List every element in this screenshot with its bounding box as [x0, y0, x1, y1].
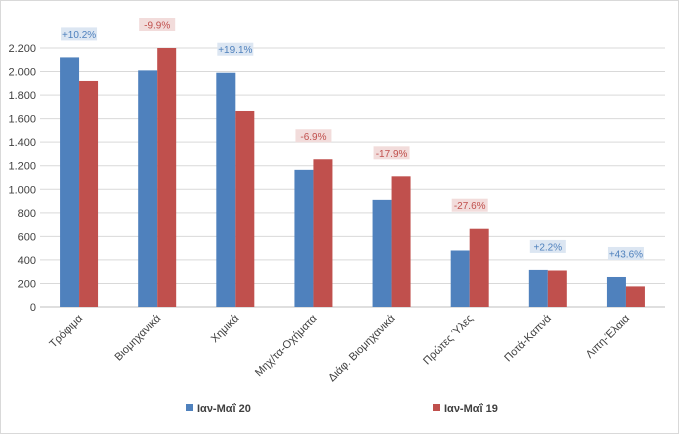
bar-series1: [528, 269, 548, 307]
bar-series1: [372, 199, 392, 307]
bar-series2: [157, 48, 177, 307]
bar-series1: [294, 169, 314, 307]
category-label: Χημικά: [209, 312, 242, 345]
bar-series2: [235, 110, 255, 307]
category-label: Βιομηχανικά: [112, 312, 163, 363]
y-tick-label: 0: [30, 302, 36, 314]
bar-series2: [313, 159, 333, 307]
category-label: Λιπη-Έλαια: [584, 312, 633, 361]
change-label: +10.2%: [62, 30, 96, 41]
bar-series1: [138, 70, 158, 307]
bar-series1: [216, 72, 236, 308]
change-badge: [451, 198, 488, 212]
y-tick-label: 600: [18, 231, 36, 243]
category-label: Τρόφιμα: [47, 312, 85, 350]
category-label: Διάφ. Βιομηχανικά: [326, 312, 398, 384]
y-tick-label: 1.200: [8, 161, 36, 173]
bars: [60, 48, 645, 308]
category-label: Μηχ/τα-Οχήματα: [253, 312, 320, 379]
legend-swatch: [186, 404, 193, 411]
y-tick-label: 200: [18, 278, 36, 290]
change-badge: [217, 42, 254, 56]
bar-series1: [450, 250, 470, 307]
legend-label: Ιαν-Μαΐ 19: [444, 403, 498, 415]
y-tick-label: 800: [18, 208, 36, 220]
y-tick-label: 1.600: [8, 114, 36, 126]
change-badge: [61, 27, 98, 41]
gridlines: [40, 47, 665, 308]
change-badge: [607, 246, 644, 260]
change-label: -6.9%: [300, 132, 326, 143]
change-label: +2.2%: [533, 242, 562, 253]
change-label: -27.6%: [454, 201, 486, 212]
change-labels: +10.2% -9.9% +19.1% -6.9% -17.9% -27.6% +2.2% +…: [61, 18, 644, 260]
y-tick-label: 400: [18, 255, 36, 267]
category-label: Ποτά-Καπνά: [502, 312, 554, 364]
change-label: -9.9%: [144, 21, 170, 32]
bar-series1: [60, 57, 80, 307]
change-label: +19.1%: [218, 45, 252, 56]
y-tick-label: 1.800: [8, 90, 36, 102]
y-axis-ticks: 0 200 400 600 800 1.000 1.200 1.400 1.600 1.800 2.…: [8, 43, 36, 314]
legend-label: Ιαν-Μαΐ 20: [197, 403, 251, 415]
y-tick-label: 2.000: [8, 67, 36, 79]
category-labels: Τρόφιμα Βιομηχανικά Χημικά Μηχ/τα-Οχήματα Δι…: [47, 312, 632, 384]
bar-series2: [79, 80, 99, 307]
y-tick-label: 1.400: [8, 137, 36, 149]
legend: Ιαν-Μαΐ 20 Ιαν-Μαΐ 19: [186, 403, 498, 415]
category-label: Πρώτες Ύλες: [421, 313, 476, 368]
legend-swatch: [433, 404, 440, 411]
change-badge: [529, 239, 566, 253]
change-label: +43.6%: [609, 249, 643, 260]
bar-series2: [391, 176, 411, 307]
change-badge: [139, 18, 176, 31]
change-badge: [373, 146, 410, 160]
change-label: -17.9%: [376, 149, 408, 160]
bar-series1: [606, 276, 626, 307]
y-tick-label: 2.200: [8, 43, 36, 55]
bar-series2: [469, 228, 489, 307]
bar-series2: [547, 270, 567, 307]
change-badge: [295, 129, 332, 143]
bar-series2: [625, 286, 645, 307]
y-tick-label: 1.000: [8, 184, 36, 196]
